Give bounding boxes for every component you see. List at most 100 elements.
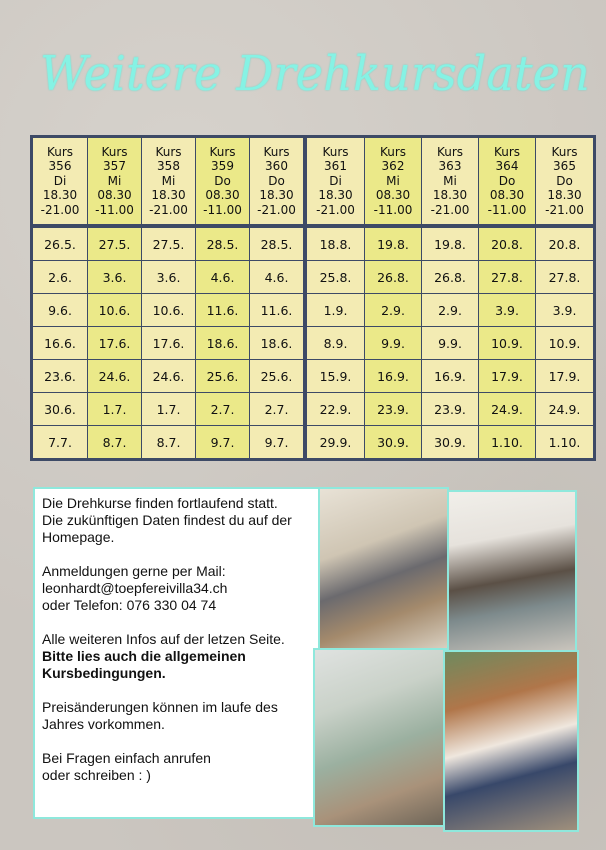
- course-end: -21.00: [40, 202, 80, 217]
- date-cell: 26.8.: [364, 260, 422, 294]
- date-cell: 22.9.: [303, 392, 365, 426]
- photo-pottery-3: [313, 648, 445, 827]
- date-cell: 9.9.: [364, 326, 422, 360]
- date-cell: 19.8.: [364, 224, 422, 261]
- date-cell: 24.9.: [478, 392, 536, 426]
- course-day: Di: [329, 173, 342, 188]
- course-day: Mi: [386, 173, 400, 188]
- date-cell: 28.5.: [195, 224, 250, 261]
- date-cell: 19.8.: [421, 224, 479, 261]
- date-cell: 27.8.: [535, 260, 595, 294]
- course-header-360: Kurs 360 Do 18.30 -21.00: [249, 136, 306, 227]
- course-start: 08.30: [97, 188, 132, 203]
- course-kurs: Kurs: [46, 144, 74, 159]
- course-header-363: Kurs 363 Mi 18.30 -21.00: [421, 136, 479, 227]
- date-cell: 1.10.: [535, 425, 595, 460]
- date-cell: 10.9.: [478, 326, 536, 360]
- course-header-365: Kurs 365 Do 18.30 -21.00: [535, 136, 595, 227]
- date-cell: 11.6.: [195, 293, 250, 327]
- date-cell: 26.5.: [31, 224, 88, 261]
- course-day: Do: [214, 173, 231, 188]
- course-end: -11.00: [487, 202, 527, 217]
- date-cell: 27.8.: [478, 260, 536, 294]
- table-header-row: Kurs 356 Di 18.30 -21.00 Kurs 357 Mi 08.30 -11.00…: [31, 136, 595, 227]
- course-start: 18.30: [151, 188, 186, 203]
- course-start: 18.30: [547, 188, 582, 203]
- date-cell: 28.5.: [249, 224, 306, 261]
- course-kurs: Kurs: [101, 144, 128, 159]
- date-cell: 27.5.: [87, 224, 142, 261]
- date-cell: 8.9.: [303, 326, 365, 360]
- email-link[interactable]: leonhardt@toepfereivilla34.ch: [42, 580, 228, 596]
- date-cell: 8.7.: [87, 425, 142, 460]
- course-start: 08.30: [375, 188, 411, 203]
- course-day: Di: [53, 173, 67, 188]
- date-cell: 10.9.: [535, 326, 595, 360]
- course-header-359: Kurs 359 Do 08.30 -11.00: [195, 136, 250, 227]
- course-day: Do: [556, 173, 573, 188]
- date-cell: 30.6.: [31, 392, 88, 426]
- course-kurs: Kurs: [155, 144, 182, 159]
- course-day: Do: [268, 173, 285, 188]
- course-end: -11.00: [95, 202, 134, 217]
- date-cell: 16.6.: [31, 326, 88, 360]
- course-start: 18.30: [42, 188, 78, 203]
- info-box: Die Drehkurse finden fortlaufend statt. D…: [33, 487, 322, 819]
- date-cell: 2.7.: [195, 392, 250, 426]
- course-header-358: Kurs 358 Mi 18.30 -21.00: [141, 136, 196, 227]
- course-start: 18.30: [432, 188, 468, 203]
- date-cell: 7.7.: [31, 425, 88, 460]
- course-kurs: Kurs: [322, 144, 349, 159]
- photo-pottery-1: [318, 487, 449, 650]
- course-nr: 364: [495, 159, 519, 174]
- course-start: 18.30: [259, 188, 294, 203]
- table-row: 2.6. 3.6. 3.6. 4.6. 4.6. 25.8. 26.8. 26.8. 27.8.…: [31, 260, 595, 294]
- course-nr: 359: [211, 159, 234, 174]
- course-header-362: Kurs 362 Mi 08.30 -11.00: [364, 136, 422, 227]
- date-cell: 3.9.: [478, 293, 536, 327]
- date-cell: 18.8.: [303, 224, 365, 261]
- date-cell: 24.6.: [141, 359, 196, 393]
- date-cell: 23.9.: [421, 392, 479, 426]
- date-cell: 25.8.: [303, 260, 365, 294]
- course-kurs: Kurs: [263, 144, 290, 159]
- course-end: -21.00: [545, 202, 584, 217]
- date-cell: 9.7.: [249, 425, 306, 460]
- date-cell: 2.9.: [421, 293, 479, 327]
- course-day: Mi: [161, 173, 176, 188]
- course-nr: 358: [157, 159, 180, 174]
- date-cell: 20.8.: [478, 224, 536, 261]
- date-cell: 11.6.: [249, 293, 306, 327]
- course-end: -21.00: [257, 202, 296, 217]
- course-end: -11.00: [373, 202, 413, 217]
- course-header-364: Kurs 364 Do 08.30 -11.00: [478, 136, 536, 227]
- date-cell: 9.6.: [31, 293, 88, 327]
- date-cell: 1.7.: [141, 392, 196, 426]
- date-cell: 16.9.: [421, 359, 479, 393]
- date-cell: 15.9.: [303, 359, 365, 393]
- course-start: 08.30: [489, 188, 525, 203]
- course-kurs: Kurs: [551, 144, 578, 159]
- course-end: -21.00: [149, 202, 188, 217]
- date-cell: 8.7.: [141, 425, 196, 460]
- course-day: Mi: [443, 173, 457, 188]
- course-kurs: Kurs: [209, 144, 236, 159]
- date-cell: 17.6.: [141, 326, 196, 360]
- table-row: 7.7. 8.7. 8.7. 9.7. 9.7. 29.9. 30.9. 30.9. 1.10.…: [31, 425, 595, 460]
- course-start: 08.30: [205, 188, 240, 203]
- date-cell: 4.6.: [249, 260, 306, 294]
- course-nr: 362: [381, 159, 405, 174]
- course-nr: 361: [324, 159, 347, 174]
- date-cell: 30.9.: [364, 425, 422, 460]
- page-title: Weitere Drehkursdaten: [39, 46, 590, 102]
- date-cell: 23.9.: [364, 392, 422, 426]
- course-day: Mi: [107, 173, 122, 188]
- date-cell: 2.6.: [31, 260, 88, 294]
- page-title-wrap: Weitere Drehkursdaten: [30, 44, 590, 114]
- date-cell: 3.6.: [87, 260, 142, 294]
- table-row: 30.6. 1.7. 1.7. 2.7. 2.7. 22.9. 23.9. 23.9. 24.9…: [31, 392, 595, 426]
- course-nr: 363: [438, 159, 462, 174]
- course-nr: 357: [103, 159, 126, 174]
- date-cell: 9.7.: [195, 425, 250, 460]
